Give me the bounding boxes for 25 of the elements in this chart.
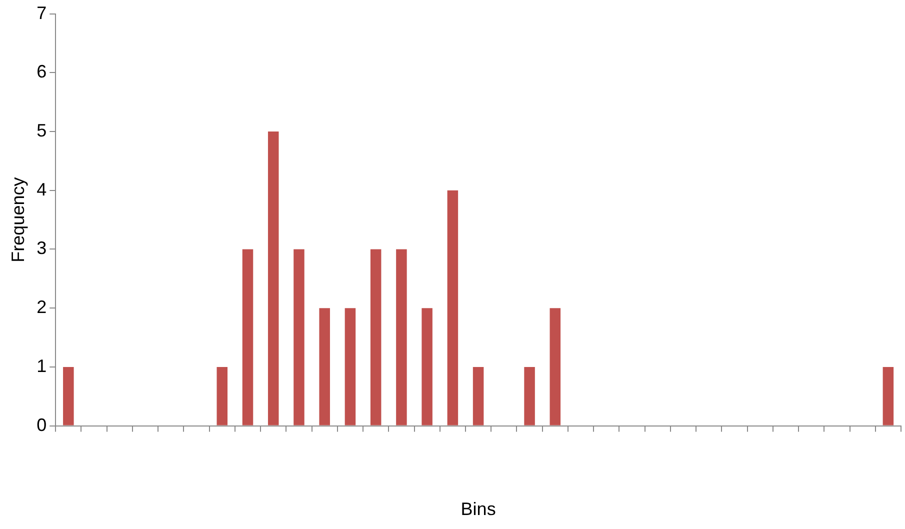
bar	[319, 308, 330, 426]
bar	[422, 308, 432, 426]
bar	[63, 366, 74, 426]
y-tick-label: 5	[36, 120, 47, 140]
bar	[242, 249, 254, 426]
bar	[268, 132, 279, 426]
y-tick-label: 7	[36, 2, 47, 23]
bar	[550, 308, 561, 426]
y-tick-label: 0	[36, 414, 47, 435]
bar	[524, 366, 535, 426]
bar	[294, 249, 304, 426]
bar	[472, 366, 484, 426]
y-tick-label: 1	[36, 356, 47, 376]
bar	[344, 308, 356, 426]
bar	[370, 249, 382, 426]
y-tick-label: 3	[36, 238, 47, 258]
y-tick-label: 6	[36, 62, 47, 82]
y-tick-label: 2	[36, 297, 47, 318]
bar	[396, 249, 407, 426]
y-tick-label: 4	[36, 179, 47, 200]
bar	[447, 190, 458, 426]
bar	[882, 366, 894, 426]
y-axis-title: Frequency	[8, 177, 28, 262]
bar	[216, 366, 228, 426]
x-axis-title: Bins	[460, 499, 496, 520]
